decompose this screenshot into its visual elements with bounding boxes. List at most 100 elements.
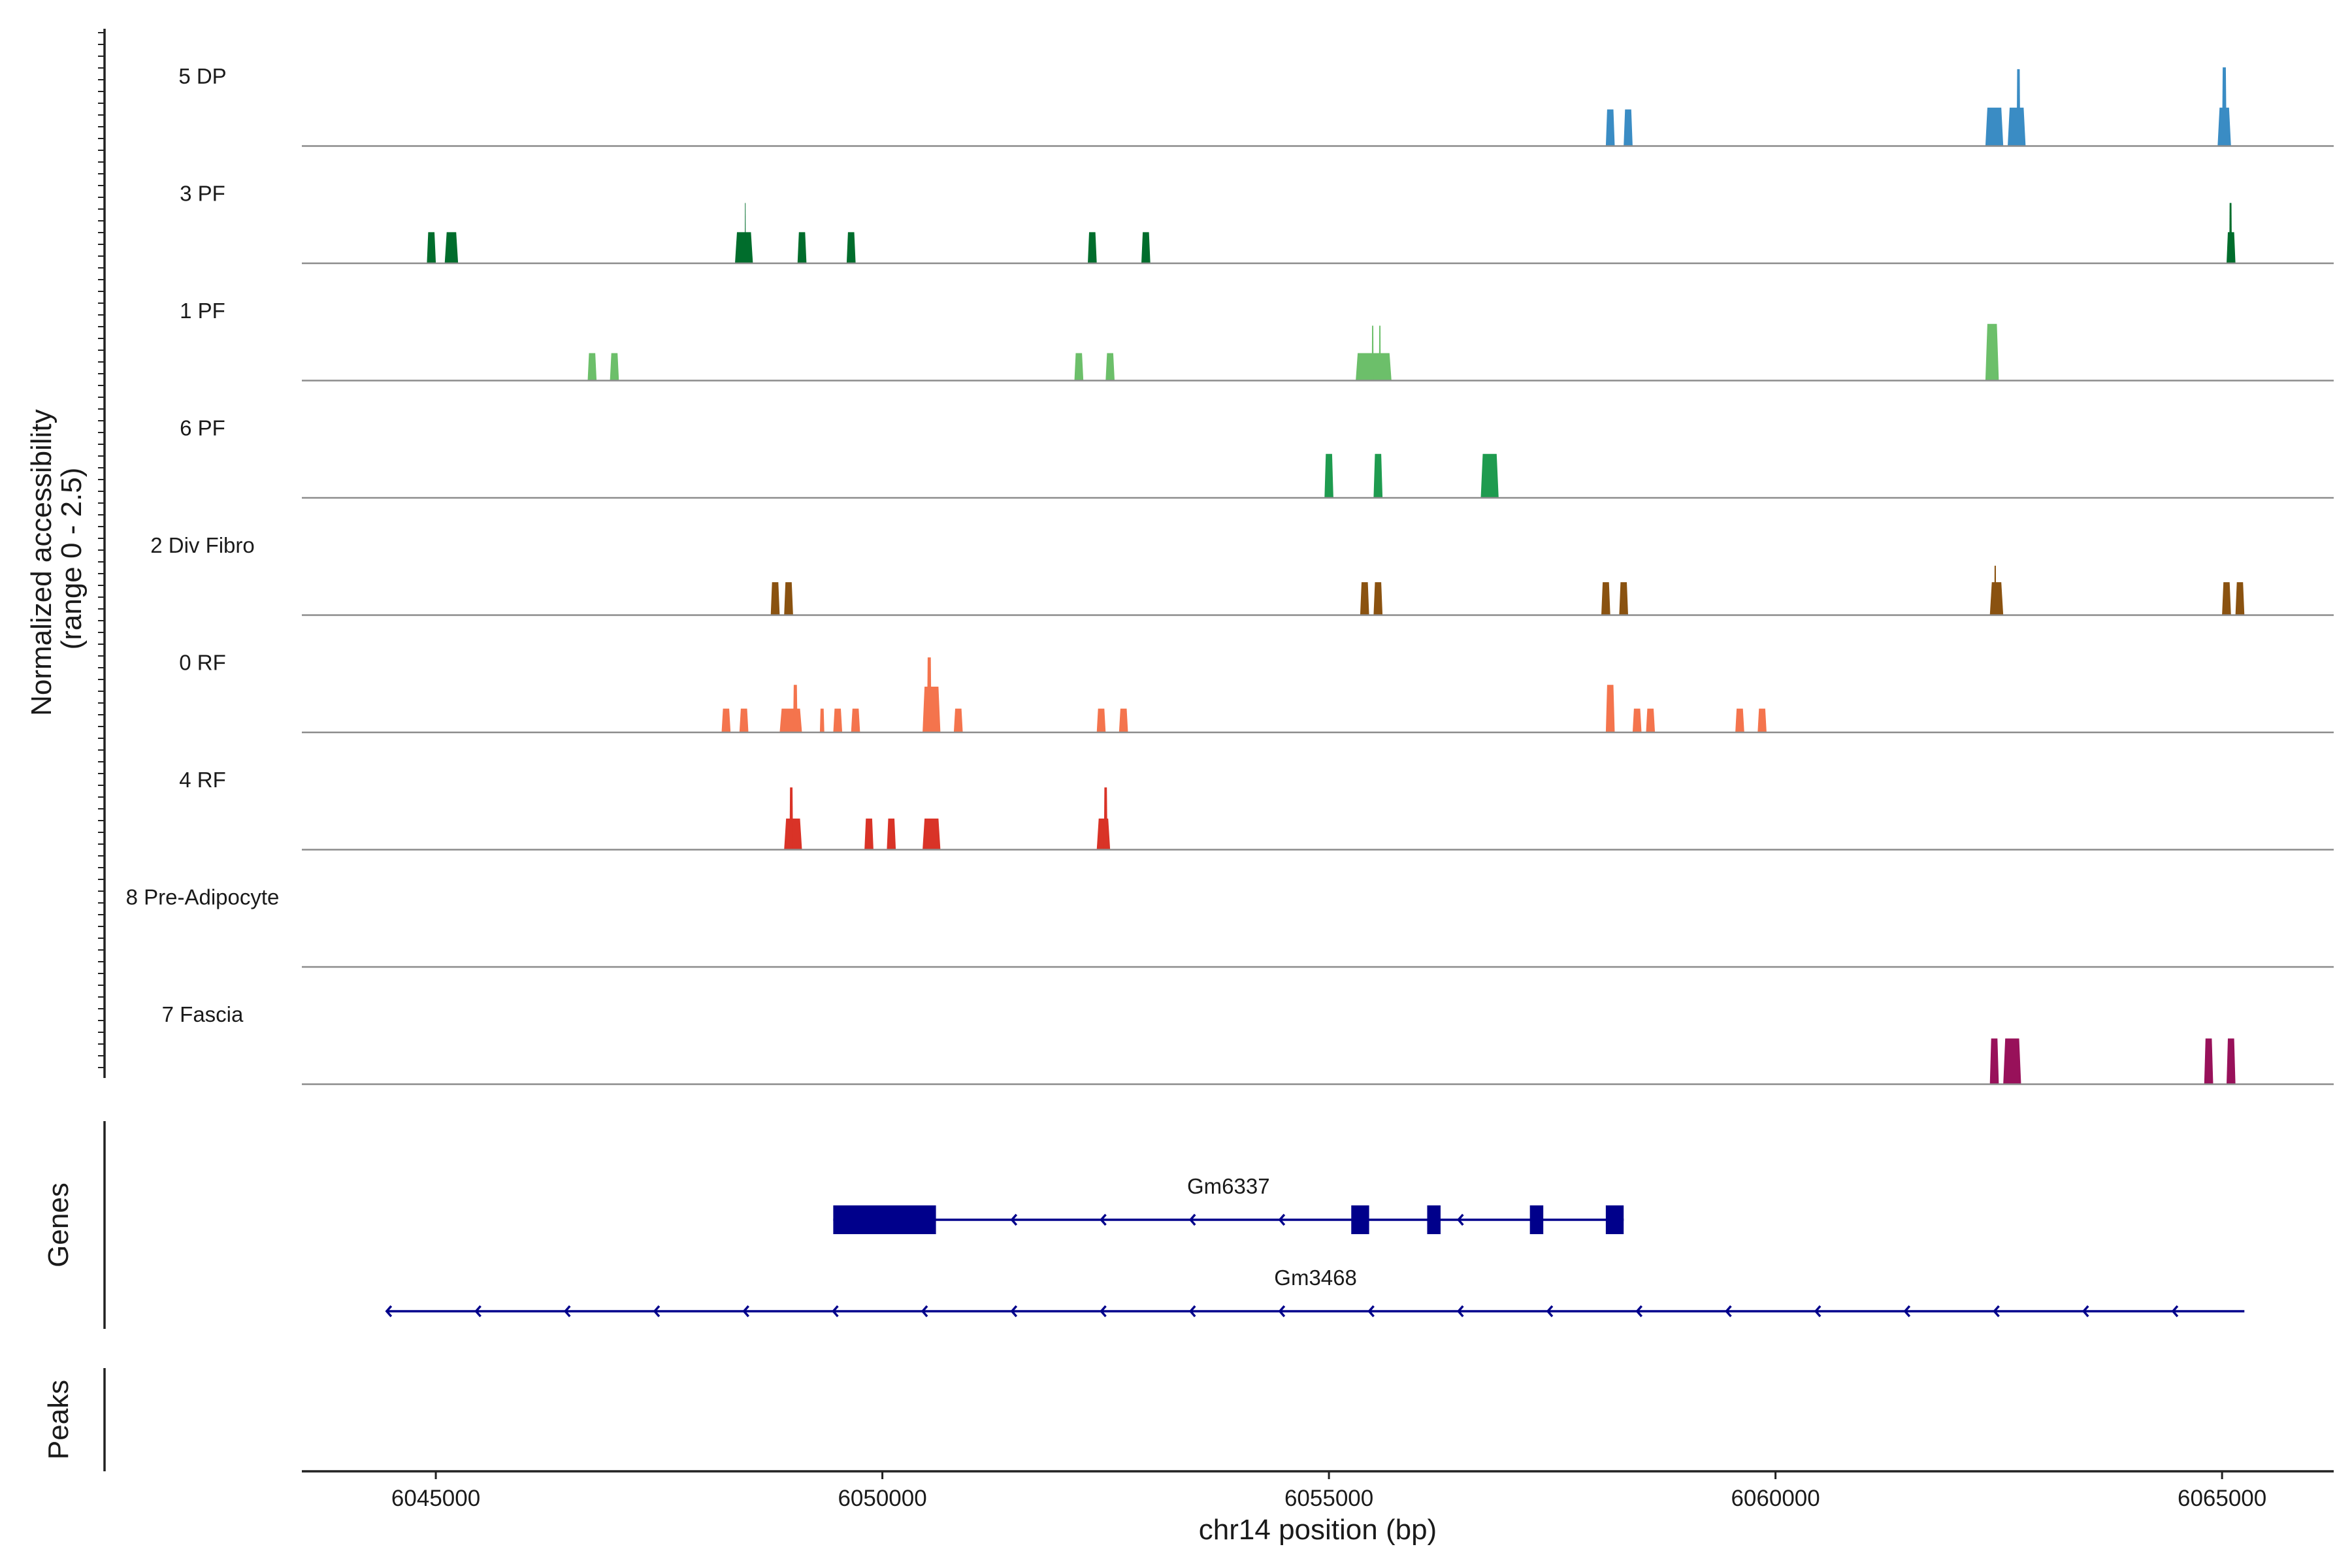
coverage-peak: [1632, 708, 1642, 732]
strand-arrow: [1188, 1305, 1196, 1318]
coverage-peak: [1379, 325, 1381, 381]
track-label: 3 PF: [180, 181, 225, 205]
coverage-peak: [1074, 353, 1084, 381]
coverage-tracks: 5 DP 3 PF 1 PF 6 PF 2 Div Fibro 0 RF 4 RF 8 Pre…: [126, 64, 2334, 1085]
coverage-peak: [1373, 582, 1383, 615]
x-tick-label: 6060000: [1731, 1486, 1820, 1511]
coverage-peak: [1989, 582, 2004, 615]
x-tick-label: 6045000: [391, 1486, 480, 1511]
coverage-track: 6 PF: [180, 416, 2334, 499]
coverage-peak: [1088, 232, 1097, 263]
coverage-peak: [819, 708, 825, 732]
strand-arrow: [1725, 1305, 1732, 1318]
strand-arrow: [1010, 1213, 1018, 1226]
coverage-peak: [1989, 1038, 1999, 1085]
peaks-panel: Peaks: [42, 1368, 106, 1471]
track-label: 2 Div Fibro: [150, 533, 255, 557]
coverage-peak: [2229, 203, 2232, 263]
peaks-panel-title: Peaks: [42, 1380, 74, 1460]
coverage-peak: [1141, 232, 1151, 263]
coverage-peak: [770, 582, 780, 615]
gene-exon: [1605, 1205, 1624, 1234]
coverage-peak: [1356, 353, 1392, 381]
gene-exon: [1427, 1205, 1441, 1234]
coverage-peak: [1373, 453, 1383, 498]
coverage-peak: [1324, 453, 1333, 498]
track-label: 0 RF: [179, 650, 226, 674]
coverage-peak: [784, 818, 802, 850]
strand-arrow: [563, 1305, 571, 1318]
strand-arrow: [1903, 1305, 1911, 1318]
coverage-peak: [427, 232, 436, 263]
coverage-peak: [851, 708, 860, 732]
strand-arrow: [921, 1305, 928, 1318]
coverage-track: 8 Pre-Adipocyte: [126, 885, 2334, 968]
coverage-peak: [1985, 323, 1999, 381]
track-label: 5 DP: [178, 64, 226, 88]
gene-exon: [833, 1205, 936, 1234]
coverage-track: 4 RF: [179, 768, 2334, 851]
coverage-peak: [735, 232, 753, 263]
coverage-peak: [2008, 107, 2026, 146]
x-tick-label: 6055000: [1284, 1486, 1373, 1511]
coverage-peak: [587, 353, 597, 381]
coverage-peak: [1480, 453, 1499, 498]
coverage-peak: [1105, 353, 1115, 381]
x-axis: 6045000 6050000 6055000 6060000 6065000 chr1…: [302, 1470, 2334, 1546]
strand-arrow: [1100, 1213, 1107, 1226]
coverage-peak: [864, 818, 874, 850]
track-label: 4 RF: [179, 768, 226, 792]
coverage-track: 0 RF: [179, 650, 2334, 734]
strand-arrow: [1635, 1305, 1643, 1318]
genes-panel-title: Genes: [42, 1183, 74, 1267]
coverage-peak: [1371, 325, 1374, 381]
gene-model: Gm3468: [385, 1266, 2245, 1318]
coverage-peak: [953, 708, 963, 732]
coverage-peak: [2204, 1038, 2213, 1085]
coverage-peak: [1601, 582, 1610, 615]
coverage-peak: [2227, 1038, 2236, 1085]
coverage-panel: Normalized accessibility (range 0 - 2.5)…: [25, 29, 2334, 1085]
strand-arrow: [2171, 1305, 2179, 1318]
strand-arrow: [1546, 1305, 1554, 1318]
strand-arrow: [1456, 1305, 1464, 1318]
coverage-peak: [1119, 708, 1128, 732]
coverage-peak: [1619, 582, 1628, 615]
gene-models: Gm6337 Gm3468: [385, 1174, 2245, 1318]
coverage-peak: [2003, 1038, 2021, 1085]
coverage-peak: [833, 708, 843, 732]
coverage-axis-title-line1: Normalized accessibility: [25, 409, 57, 715]
strand-arrow: [1010, 1305, 1018, 1318]
track-label: 6 PF: [180, 416, 225, 440]
strand-arrow: [742, 1305, 749, 1318]
coverage-peak: [2235, 582, 2245, 615]
coverage-peak: [887, 818, 896, 850]
coverage-peak: [1096, 818, 1111, 850]
strand-arrow: [1188, 1213, 1196, 1226]
coverage-track: 5 DP: [178, 64, 2334, 147]
gene-exon: [1529, 1205, 1544, 1234]
track-label: 8 Pre-Adipocyte: [126, 885, 280, 909]
coverage-peak: [1605, 685, 1615, 732]
coverage-peak: [923, 687, 941, 732]
x-tick-label: 6050000: [838, 1486, 926, 1511]
coverage-peak: [923, 818, 941, 850]
strand-arrow: [653, 1305, 661, 1318]
coverage-peak: [792, 685, 798, 732]
track-label: 7 Fascia: [162, 1002, 244, 1026]
coverage-peak: [1360, 582, 1369, 615]
coverage-peak: [779, 708, 802, 732]
genes-panel: Genes Gm6337 Gm3468: [42, 1121, 2245, 1329]
x-tick-label: 6065000: [2178, 1486, 2266, 1511]
strand-arrow: [832, 1305, 839, 1318]
coverage-peak: [797, 232, 807, 263]
coverage-peak: [610, 353, 619, 381]
coverage-peak: [789, 787, 793, 850]
coverage-peak: [1994, 565, 1997, 615]
strand-arrow: [1278, 1305, 1286, 1318]
strand-arrow: [1814, 1305, 1821, 1318]
coverage-peak: [846, 232, 856, 263]
coverage-peak: [784, 582, 793, 615]
gene-model: Gm6337: [833, 1174, 1624, 1234]
coverage-peak: [1096, 708, 1106, 732]
